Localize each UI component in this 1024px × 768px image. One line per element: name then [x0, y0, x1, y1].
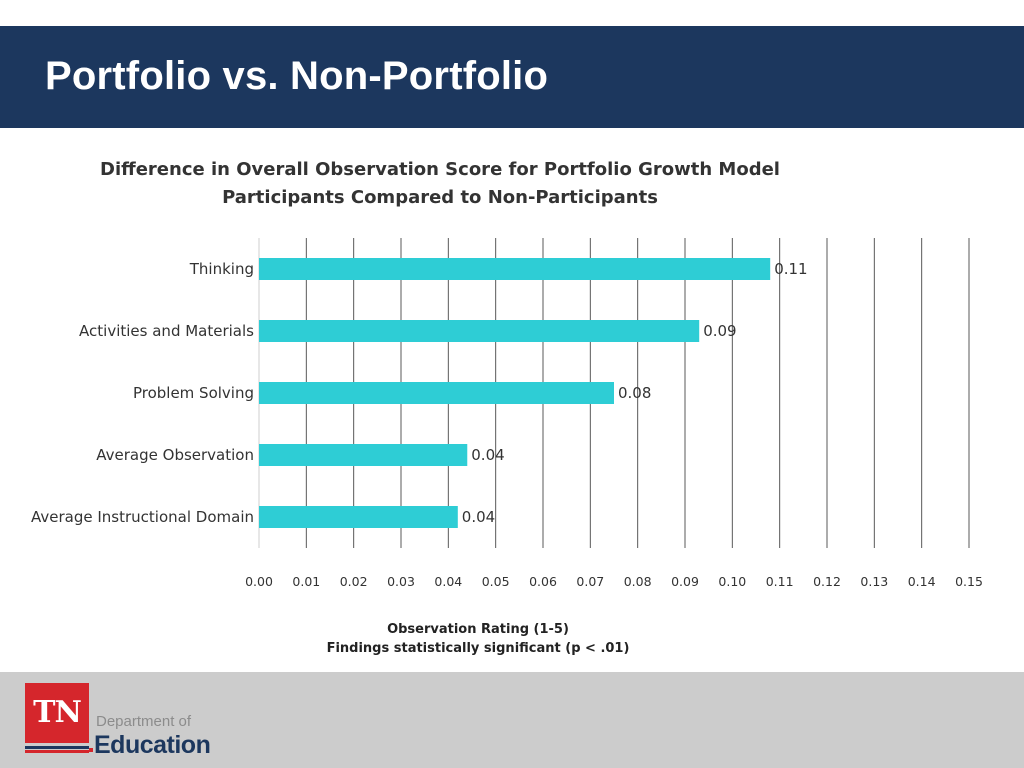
data-label: 0.11 [774, 260, 807, 278]
chart-title: Difference in Overall Observation Score … [90, 156, 790, 212]
x-tick-label: 0.08 [624, 574, 652, 589]
logo-dot [89, 748, 93, 752]
x-tick-label: 0.13 [860, 574, 888, 589]
x-tick-label: 0.00 [245, 574, 273, 589]
footer [0, 672, 1024, 768]
x-axis-title: Observation Rating (1-5) [387, 622, 569, 637]
x-tick-label: 0.04 [434, 574, 462, 589]
x-tick-label: 0.12 [813, 574, 841, 589]
chart-title-line-2: Participants Compared to Non-Participant… [222, 187, 658, 208]
data-label: 0.04 [471, 446, 504, 464]
slide-title: Portfolio vs. Non-Portfolio [45, 54, 549, 98]
x-tick-label: 0.02 [340, 574, 368, 589]
logo-department-text: Department of [96, 713, 192, 730]
logo-education-text: Education [94, 731, 211, 759]
title-banner [0, 26, 1024, 128]
data-label: 0.08 [618, 384, 651, 402]
x-tick-label: 0.06 [529, 574, 557, 589]
x-tick-label: 0.07 [576, 574, 604, 589]
data-label: 0.09 [703, 322, 736, 340]
x-tick-label: 0.01 [292, 574, 320, 589]
bar [259, 444, 468, 466]
chart-title-line-1: Difference in Overall Observation Score … [100, 159, 780, 180]
tn-logo-badge: TN [25, 683, 89, 743]
category-label: Thinking [189, 260, 254, 278]
x-tick-label: 0.10 [718, 574, 746, 589]
bar [259, 382, 614, 404]
x-axis-note: Findings statistically significant (p < … [326, 641, 630, 656]
logo-rule-navy [25, 746, 89, 749]
category-label: Average Instructional Domain [31, 508, 254, 526]
data-label: 0.04 [462, 508, 495, 526]
logo-rule-red [25, 750, 89, 753]
bar [259, 506, 458, 528]
x-tick-label: 0.15 [955, 574, 983, 589]
x-tick-label: 0.11 [766, 574, 794, 589]
x-tick-label: 0.09 [671, 574, 699, 589]
top-strip [0, 0, 1024, 26]
category-label: Average Observation [96, 446, 254, 464]
bar [259, 320, 700, 342]
bar [259, 258, 771, 280]
category-label: Problem Solving [133, 384, 254, 402]
category-label: Activities and Materials [79, 322, 254, 340]
x-tick-label: 0.14 [908, 574, 936, 589]
x-tick-label: 0.05 [482, 574, 510, 589]
tn-logo-mark: TN [33, 695, 82, 730]
x-tick-label: 0.03 [387, 574, 415, 589]
bar-chart: 0.00 0.01 0.02 0.03 0.04 0.05 0.06 0.07 0.08 0.09… [31, 238, 983, 589]
